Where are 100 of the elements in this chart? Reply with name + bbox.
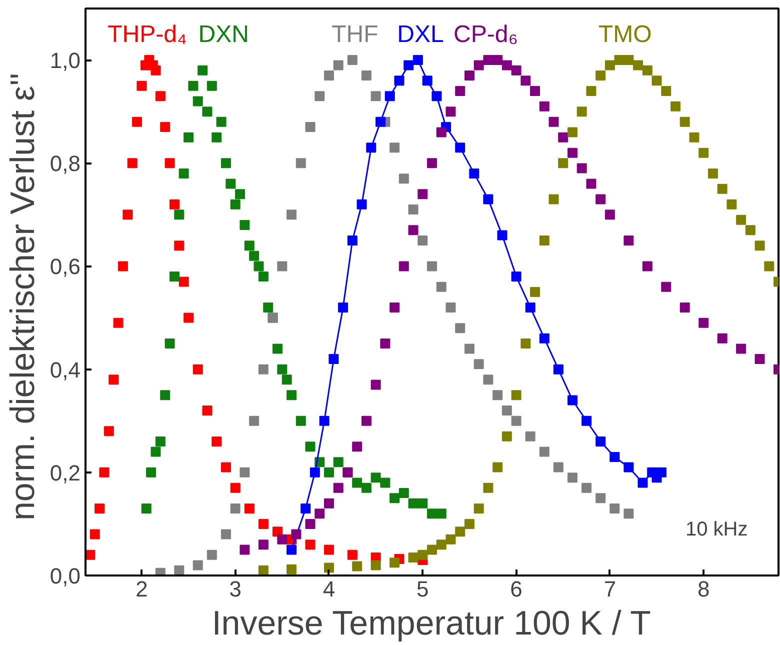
point xyxy=(436,540,446,550)
point xyxy=(567,395,578,406)
point xyxy=(474,503,484,514)
point xyxy=(483,194,494,204)
y-tick-label: 0,6 xyxy=(50,254,81,280)
point xyxy=(427,544,437,555)
point xyxy=(418,498,428,508)
point xyxy=(548,194,559,204)
point xyxy=(155,436,166,446)
point xyxy=(390,493,400,504)
point xyxy=(511,272,522,282)
point xyxy=(174,210,184,220)
point xyxy=(338,302,348,312)
point xyxy=(249,416,260,426)
point xyxy=(624,235,634,246)
point xyxy=(155,91,166,102)
point xyxy=(141,503,152,514)
point xyxy=(455,323,466,334)
point xyxy=(446,106,456,117)
point xyxy=(192,560,203,570)
y-axis-title: norm. dielektrischer Verlust ε'' xyxy=(4,72,42,521)
point xyxy=(206,550,217,560)
point xyxy=(122,210,133,220)
point xyxy=(258,565,268,576)
point xyxy=(352,561,362,572)
point xyxy=(596,70,606,81)
point xyxy=(586,178,596,189)
point xyxy=(370,560,381,570)
point xyxy=(220,529,231,540)
point xyxy=(553,462,564,472)
point xyxy=(661,282,672,292)
y-tick-label: 0,8 xyxy=(50,151,81,176)
point xyxy=(240,544,250,555)
point xyxy=(638,478,648,488)
point xyxy=(277,534,288,544)
point xyxy=(384,91,395,102)
point xyxy=(347,55,358,66)
point xyxy=(319,416,330,426)
point xyxy=(483,482,494,493)
point xyxy=(324,498,334,508)
point xyxy=(698,318,709,328)
point xyxy=(624,462,634,472)
point xyxy=(520,76,531,86)
point xyxy=(717,184,728,194)
point xyxy=(249,250,260,261)
point xyxy=(736,214,746,225)
point xyxy=(230,503,240,514)
point xyxy=(502,60,512,70)
point xyxy=(469,168,480,178)
point xyxy=(277,364,288,374)
point xyxy=(314,508,325,519)
point xyxy=(90,529,100,540)
point xyxy=(698,148,709,158)
point xyxy=(305,518,316,529)
point xyxy=(539,333,550,344)
point xyxy=(642,261,652,272)
point xyxy=(305,122,316,132)
point xyxy=(244,503,254,514)
annotation: 10 kHz xyxy=(686,518,748,540)
point xyxy=(754,240,765,251)
point xyxy=(680,302,690,312)
point xyxy=(596,436,606,446)
point xyxy=(553,364,564,374)
point xyxy=(404,60,414,70)
x-tick-label: 7 xyxy=(604,576,616,602)
point xyxy=(333,60,344,70)
point xyxy=(328,354,339,364)
point xyxy=(286,210,297,220)
point xyxy=(539,235,550,246)
point xyxy=(624,55,634,66)
point xyxy=(576,106,587,117)
point xyxy=(286,544,297,555)
point xyxy=(464,70,474,81)
point xyxy=(258,364,268,374)
point xyxy=(244,240,254,251)
point xyxy=(464,344,474,354)
point xyxy=(492,390,503,400)
x-tick-label: 5 xyxy=(416,576,429,602)
point xyxy=(212,436,222,446)
point xyxy=(258,540,268,550)
point xyxy=(286,390,297,400)
point xyxy=(324,544,334,555)
point xyxy=(455,86,466,96)
point xyxy=(525,431,536,442)
point xyxy=(188,80,198,91)
point xyxy=(726,199,737,210)
point xyxy=(305,540,316,550)
point xyxy=(408,225,418,236)
x-axis-title: Inverse Temperatur 100 K / T xyxy=(212,604,651,642)
y-tick-label: 0,2 xyxy=(50,460,81,486)
point xyxy=(258,272,268,282)
point xyxy=(520,338,531,349)
point xyxy=(282,374,292,385)
point xyxy=(370,91,381,102)
point xyxy=(286,564,297,574)
point xyxy=(272,526,282,537)
point xyxy=(390,558,400,568)
point xyxy=(361,416,372,426)
point xyxy=(150,65,161,76)
point xyxy=(661,86,672,96)
